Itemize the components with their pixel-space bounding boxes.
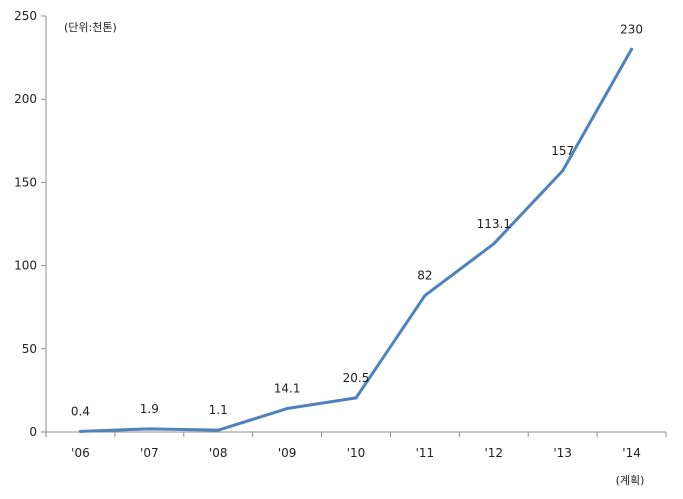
data-point bbox=[354, 396, 358, 400]
data-label: 20.5 bbox=[343, 371, 370, 385]
y-tick-label: 200 bbox=[14, 92, 37, 106]
x-tick-label: '06 bbox=[71, 446, 90, 460]
y-tick-label: 150 bbox=[14, 175, 37, 189]
series-layer bbox=[78, 47, 634, 433]
data-label: 82 bbox=[417, 269, 432, 283]
data-label: 1.9 bbox=[140, 402, 159, 416]
x-tick-label: '10 bbox=[347, 446, 366, 460]
data-point bbox=[285, 407, 289, 411]
x-tick-label: '11 bbox=[416, 446, 435, 460]
data-label: 157 bbox=[551, 144, 574, 158]
x-tick-label: '08 bbox=[209, 446, 228, 460]
x-tick-label: '14 bbox=[622, 446, 641, 460]
data-point bbox=[423, 294, 427, 298]
data-point bbox=[630, 47, 634, 51]
x-tick-label: '13 bbox=[553, 446, 572, 460]
y-tick-label: 100 bbox=[14, 259, 37, 273]
data-label: 113.1 bbox=[477, 217, 511, 231]
x-tick-label: '09 bbox=[278, 446, 297, 460]
y-tick-label: 0 bbox=[29, 425, 37, 439]
data-point bbox=[561, 169, 565, 173]
y-axis-ticks: 0 50 100 150 200 250 bbox=[14, 9, 46, 439]
data-labels: 0.4 1.9 1.1 14.1 20.5 82 113.1 157 230 bbox=[71, 22, 643, 418]
data-label: 1.1 bbox=[209, 403, 228, 417]
x-axis-ticks: '06 '07 '08 '09 '10 '11 '12 '13 '14 bbox=[45, 432, 667, 460]
data-label: 14.1 bbox=[274, 382, 301, 396]
x-tick-label: '07 bbox=[140, 446, 159, 460]
data-point bbox=[492, 242, 496, 246]
y-tick-label: 50 bbox=[22, 342, 37, 356]
y-tick-label: 250 bbox=[14, 9, 37, 23]
x-tick-label: '12 bbox=[484, 446, 503, 460]
data-point bbox=[147, 427, 151, 431]
data-point bbox=[216, 428, 220, 432]
data-label: 0.4 bbox=[71, 404, 90, 418]
unit-note: (단위:천톤) bbox=[64, 20, 117, 34]
data-point bbox=[78, 429, 82, 433]
x-axis-note: (계획) bbox=[616, 474, 645, 487]
data-label: 230 bbox=[620, 22, 643, 36]
